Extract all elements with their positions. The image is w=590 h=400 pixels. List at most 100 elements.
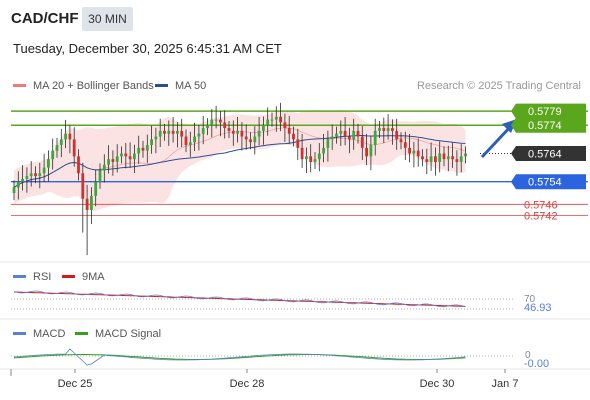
candle-body-74 (330, 136, 334, 140)
candle-body-16 (81, 173, 85, 199)
candle-body-86 (382, 128, 386, 131)
ma50-legend: MA 50 (155, 80, 206, 92)
candle-body-52 (236, 130, 239, 134)
candle-body-54 (244, 136, 248, 140)
ma50-line (13, 135, 466, 188)
macd-signal-legend-label: MACD Signal (95, 328, 162, 340)
timeframe-button[interactable]: 30 MIN (82, 7, 133, 31)
candle-body-12 (64, 133, 67, 140)
ma20-swatch (13, 83, 26, 87)
candle-body-69 (309, 156, 313, 162)
candle-body-7 (42, 167, 46, 174)
candle-body-25 (120, 153, 123, 157)
support-1-label: 0.5746 (524, 199, 558, 211)
forecast-arrow-shaft (480, 123, 514, 159)
candle-body-64 (287, 128, 291, 134)
candle-body-66 (296, 139, 300, 148)
candle-body-46 (210, 119, 214, 126)
rsi-ma-legend-label: 9MA (82, 271, 105, 283)
candle-body-28 (133, 153, 136, 160)
candle-body-20 (98, 170, 102, 182)
candle-body-81 (360, 136, 364, 148)
candle-body-65 (292, 133, 295, 140)
candle-body-80 (356, 130, 360, 137)
candle-body-82 (365, 147, 368, 157)
rsi-line (13, 290, 466, 308)
candle-body-68 (305, 156, 308, 160)
candle-body-101 (446, 156, 450, 160)
candle-body-90 (399, 139, 403, 143)
candle-body-43 (197, 133, 201, 137)
resistance-2-tag-bg (516, 103, 586, 119)
rsi-ma-swatch (62, 274, 75, 278)
candle-body-53 (240, 130, 244, 137)
x-tick-label-3: Jan 7 (492, 378, 519, 390)
resistance-2-tag-text: 0.5779 (528, 106, 562, 118)
candle-body-75 (335, 133, 338, 137)
candle-body-41 (188, 142, 192, 146)
candle-body-104 (459, 156, 463, 162)
candle-body-85 (378, 128, 381, 131)
resistance-1-tag-bg (516, 117, 586, 133)
candle-body-37 (171, 130, 175, 134)
rsi-ma-line (13, 291, 466, 307)
rsi-legend: RSI (13, 271, 51, 283)
candle-body-47 (214, 119, 218, 121)
candle-body-59 (266, 119, 270, 126)
rsi-70-label: 70 (524, 294, 536, 305)
candle-body-26 (124, 153, 128, 157)
macd-legend-label: MACD (33, 328, 66, 340)
candle-body-8 (47, 159, 50, 168)
candle-body-15 (77, 156, 80, 174)
candle-body-102 (451, 156, 454, 160)
macd-signal-swatch (75, 331, 88, 335)
pivot-tag-pointer (511, 174, 516, 190)
candle-body-50 (227, 128, 231, 131)
candle-body-84 (373, 130, 377, 146)
x-tick-label-2: Dec 30 (420, 378, 455, 390)
candle-body-62 (279, 116, 282, 123)
candle-body-11 (59, 139, 63, 146)
candle-body-56 (253, 136, 257, 143)
candle-body-63 (283, 122, 287, 129)
current-price-tag-text: 0.5764 (528, 148, 562, 160)
candle-body-24 (115, 156, 119, 162)
candle-body-98 (434, 156, 437, 162)
candle-body-103 (455, 159, 459, 162)
candle-body-19 (94, 181, 98, 196)
candle-body-100 (442, 153, 446, 160)
candle-body-78 (348, 136, 351, 140)
rsi-legend-label: RSI (33, 271, 52, 283)
ma20-legend: MA 20 + Bollinger Bands (13, 80, 154, 92)
ma20-legend-label: MA 20 + Bollinger Bands (33, 80, 154, 92)
candle-body-95 (421, 156, 424, 160)
candle-body-49 (223, 122, 227, 129)
candle-body-73 (326, 139, 330, 148)
candle-body-34 (158, 130, 162, 137)
candle-body-58 (262, 125, 265, 131)
current-price-tag-bg (516, 145, 586, 161)
candle-body-39 (180, 130, 184, 137)
candle-body-3 (25, 176, 29, 179)
candle-body-97 (429, 156, 433, 162)
datetime-label: Tuesday, December 30, 2025 6:45:31 AM CE… (13, 41, 282, 56)
candle-body-5 (34, 173, 37, 177)
support-2-label: 0.5742 (524, 211, 558, 223)
candle-body-33 (154, 136, 158, 140)
pivot-tag-text: 0.5754 (528, 177, 562, 189)
candle-body-67 (300, 147, 304, 160)
macd-line (13, 348, 466, 366)
candle-body-40 (184, 136, 188, 146)
symbol-title: CAD/CHF (11, 10, 79, 27)
candle-body-70 (313, 159, 317, 162)
x-tick-label-0: Dec 25 (58, 378, 93, 390)
pivot-tag-bg (516, 174, 586, 190)
candle-body-45 (206, 125, 209, 129)
candle-body-6 (38, 173, 42, 177)
candle-body-18 (90, 195, 93, 210)
candle-body-83 (369, 145, 373, 157)
candle-body-77 (343, 130, 347, 137)
rsi-value-label: 46.93 (524, 302, 552, 314)
candle-body-32 (150, 139, 153, 146)
